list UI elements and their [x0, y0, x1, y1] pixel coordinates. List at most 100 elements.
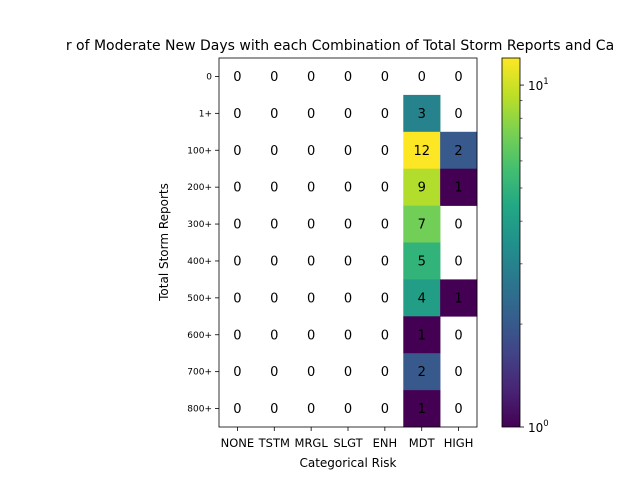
cell-value-label: 0 — [270, 328, 278, 343]
cell-value-label: 0 — [381, 328, 389, 343]
cell-value-label: 0 — [233, 402, 241, 417]
heatmap-cell — [403, 279, 441, 317]
cell-value-label: 0 — [344, 291, 352, 306]
y-tick-label: 500+ — [187, 294, 212, 304]
cell-value-label: 3 — [418, 107, 426, 122]
cell-value-label: 0 — [307, 218, 315, 233]
heatmap-cell — [403, 390, 441, 428]
cell-value-label: 0 — [344, 70, 352, 85]
cell-value-label: 0 — [381, 402, 389, 417]
cell-value-label: 0 — [381, 70, 389, 85]
y-tick-label: 100+ — [187, 146, 212, 156]
cell-value-label: 0 — [381, 291, 389, 306]
heatmap-cell — [403, 168, 441, 206]
cell-value-label: 0 — [233, 365, 241, 380]
cell-value-label: 0 — [418, 70, 426, 85]
x-tick-label: TSTM — [258, 436, 290, 450]
cell-value-label: 0 — [307, 328, 315, 343]
cell-value-label: 0 — [233, 181, 241, 196]
chart-title: r of Moderate New Days with each Combina… — [66, 38, 614, 54]
cell-value-label: 0 — [270, 70, 278, 85]
cell-value-label: 0 — [344, 107, 352, 122]
cell-value-label: 0 — [233, 218, 241, 233]
cell-value-label: 12 — [413, 144, 430, 159]
cell-value-label: 0 — [233, 70, 241, 85]
y-tick-label: 300+ — [187, 220, 212, 230]
cell-value-label: 2 — [418, 365, 426, 380]
cell-value-label: 0 — [454, 402, 462, 417]
colorbar-tick-label: 101 — [528, 77, 549, 93]
x-axis-ticks: NONE TSTM MRGL SLGT ENH MDT HIGH — [221, 427, 474, 450]
cell-value-label: 0 — [233, 254, 241, 269]
y-axis-label: Total Storm Reports — [157, 183, 171, 302]
y-tick-label: 1+ — [199, 109, 212, 119]
cell-value-label: 0 — [307, 181, 315, 196]
cell-value-label: 0 — [270, 107, 278, 122]
cell-value-label: 0 — [381, 144, 389, 159]
x-tick-label: ENH — [373, 436, 398, 450]
x-tick-label: NONE — [221, 436, 255, 450]
colorbar — [501, 57, 521, 428]
cell-value-label: 0 — [233, 107, 241, 122]
y-tick-label: 400+ — [187, 257, 212, 267]
cell-value-label: 0 — [307, 144, 315, 159]
y-tick-label: 0 — [206, 72, 212, 82]
heatmap-cell — [403, 205, 441, 243]
cell-value-label: 0 — [307, 291, 315, 306]
cell-value-label: 1 — [418, 402, 426, 417]
heatmap-cell — [403, 94, 441, 133]
y-tick-label: 200+ — [187, 183, 212, 193]
cell-value-label: 0 — [233, 144, 241, 159]
cell-value-label: 1 — [454, 181, 462, 196]
heatmap-cells — [403, 94, 478, 428]
y-tick-label: 700+ — [187, 368, 212, 378]
cell-value-label: 1 — [454, 291, 462, 306]
cell-value-label: 0 — [270, 254, 278, 269]
y-tick-label: 800+ — [187, 405, 212, 415]
cell-value-label: 0 — [270, 365, 278, 380]
cell-value-label: 0 — [381, 365, 389, 380]
heatmap-cell — [403, 131, 441, 169]
x-tick-label: HIGH — [444, 436, 474, 450]
cell-value-label: 0 — [344, 181, 352, 196]
cell-value-label: 0 — [381, 107, 389, 122]
cell-value-label: 0 — [307, 70, 315, 85]
cell-value-label: 4 — [418, 291, 426, 306]
cell-value-label: 0 — [344, 218, 352, 233]
heatmap-cell — [440, 168, 478, 206]
heatmap-cell — [440, 131, 478, 169]
cell-value-label: 0 — [307, 402, 315, 417]
x-tick-label: SLGT — [333, 436, 363, 450]
cell-value-label: 0 — [344, 365, 352, 380]
cell-value-label: 0 — [344, 144, 352, 159]
cell-value-label: 0 — [454, 218, 462, 233]
cell-value-label: 0 — [344, 254, 352, 269]
cell-value-label: 0 — [233, 291, 241, 306]
heatmap-cell — [403, 242, 441, 280]
heatmap-cell — [440, 279, 478, 317]
cell-value-label: 0 — [307, 107, 315, 122]
heatmap-cell — [403, 353, 441, 391]
cell-value-label: 7 — [418, 218, 426, 233]
cell-value-label: 0 — [381, 218, 389, 233]
heatmap-cell — [403, 316, 441, 354]
cell-value-label: 0 — [344, 328, 352, 343]
x-tick-label: MDT — [409, 436, 436, 450]
y-axis-ticks: 0 1+ 100+ 200+ 300+ 400+ 500+ 600+ 700+ 800+ — [187, 72, 219, 415]
cell-value-label: 1 — [418, 328, 426, 343]
cell-value-label: 9 — [418, 181, 426, 196]
cell-value-label: 0 — [454, 107, 462, 122]
cell-value-label: 0 — [270, 181, 278, 196]
cell-value-label: 0 — [381, 254, 389, 269]
cell-value-label: 0 — [270, 402, 278, 417]
cell-value-label: 0 — [307, 365, 315, 380]
cell-value-label: 0 — [270, 144, 278, 159]
cell-value-label: 0 — [270, 218, 278, 233]
cell-value-label: 0 — [344, 402, 352, 417]
cell-value-label: 0 — [270, 291, 278, 306]
cell-value-label: 0 — [381, 181, 389, 196]
cell-value-label: 5 — [418, 254, 426, 269]
colorbar-ticks: 100 101 — [520, 77, 549, 435]
cell-value-label: 0 — [454, 328, 462, 343]
